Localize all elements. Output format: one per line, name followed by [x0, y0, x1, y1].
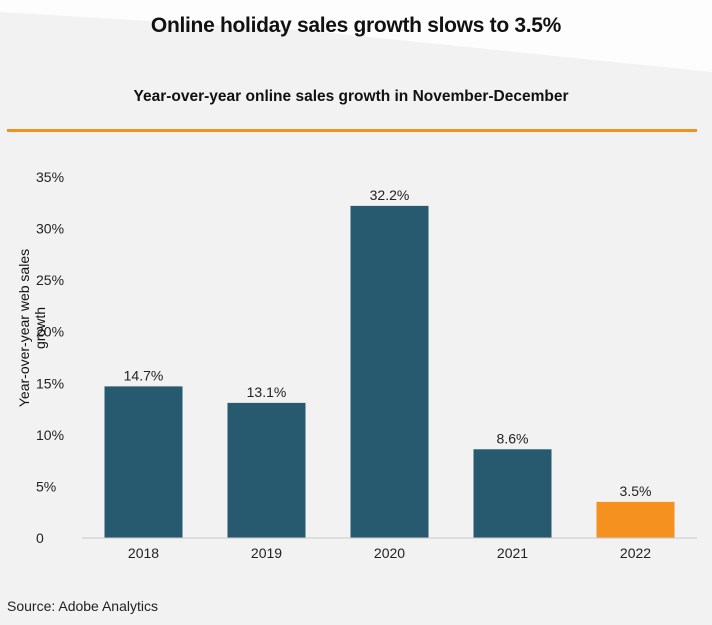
bar-value-label: 8.6%: [497, 430, 529, 446]
y-axis-label: Year-over-year web sales growth: [16, 248, 48, 408]
bar: [104, 386, 183, 538]
y-tick-label: 25%: [36, 272, 64, 288]
x-tick-label: 2018: [128, 545, 159, 561]
bar: [350, 205, 429, 538]
chart-title: Online holiday sales growth slows to 3.5…: [150, 14, 562, 37]
x-tick-label: 2022: [620, 545, 651, 561]
bar: [596, 501, 675, 538]
bar-value-label: 14.7%: [124, 367, 164, 383]
bar: [227, 402, 306, 538]
y-tick-label: 20%: [36, 324, 64, 340]
y-tick-label: 30%: [36, 221, 64, 237]
bar-value-label: 13.1%: [247, 384, 287, 400]
accent-divider: [7, 129, 697, 132]
y-tick-label: 15%: [36, 375, 64, 391]
chart-subtitle: Year-over-year online sales growth in No…: [133, 88, 569, 105]
y-tick-label: 5%: [36, 478, 56, 494]
y-tick-label: 0: [36, 530, 44, 546]
x-tick-label: 2019: [251, 545, 282, 561]
x-tick-label: 2020: [374, 545, 405, 561]
bar-value-label: 3.5%: [620, 483, 652, 499]
bar: [473, 449, 552, 538]
bar-value-label: 32.2%: [370, 187, 410, 203]
bar-chart: 0 5% 10% 15% 20% 25% 30% 35% 14.7% 2018 13.1% 2019 3…: [36, 169, 697, 561]
y-tick-label: 35%: [36, 169, 64, 185]
x-tick-label: 2021: [497, 545, 528, 561]
y-tick-label: 10%: [36, 427, 64, 443]
source-note: Source: Adobe Analytics: [7, 598, 158, 614]
